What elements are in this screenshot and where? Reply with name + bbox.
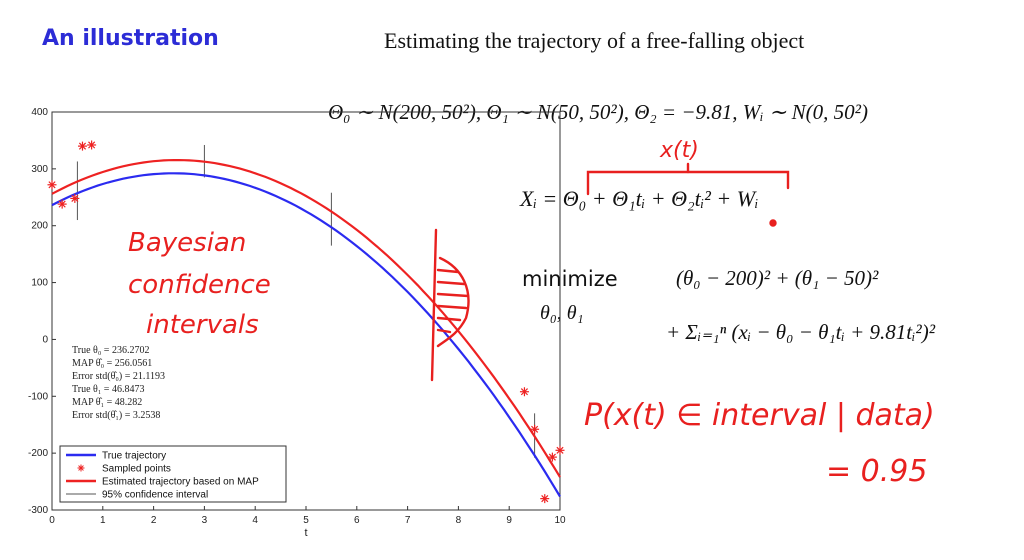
slide-title: Estimating the trajectory of a free-fall… — [384, 28, 805, 53]
intervals-word: intervals — [146, 310, 259, 340]
x-tick-label: 8 — [456, 515, 462, 526]
sampled-point — [47, 180, 57, 190]
x-axis-label: t — [304, 527, 307, 539]
x-tick-label: 2 — [151, 515, 157, 526]
dot-annotation — [769, 219, 777, 227]
equals-annotation: = 0.95 — [826, 454, 928, 489]
objective-line-1: (θ₀ − 200)² + (θ₁ − 50)² — [676, 266, 879, 290]
x-tick-label: 4 — [252, 515, 258, 526]
x-tick-label: 6 — [354, 515, 360, 526]
y-tick-label: 200 — [31, 221, 48, 232]
distribution-sketch — [430, 228, 470, 382]
stat-line: True θ₀ = 236.2702 — [72, 345, 149, 356]
sampled-point — [555, 445, 565, 455]
x-tick-label: 5 — [303, 515, 309, 526]
y-tick-label: -200 — [28, 448, 48, 459]
legend-label: True trajectory — [102, 451, 166, 462]
x-tick-label: 9 — [506, 515, 512, 526]
map-trajectory-line — [51, 159, 561, 478]
sampled-point — [70, 193, 80, 203]
legend-box — [59, 445, 287, 503]
bayesian-word: Bayesian — [128, 228, 247, 258]
y-tick-label: -300 — [28, 505, 48, 516]
stat-line: MAP θ̂₁ = 48.282 — [72, 397, 142, 408]
y-tick-label: 100 — [31, 278, 48, 289]
legend-label: 95% confidence interval — [102, 490, 208, 501]
x-tick-label: 3 — [202, 515, 208, 526]
minimize-word: minimize — [522, 267, 618, 291]
probability-annotation: P(x(t) ∈ interval | data) — [584, 398, 935, 433]
x-tick-label: 10 — [554, 515, 566, 526]
true-trajectory-line — [51, 172, 561, 498]
x-tick-label: 0 — [49, 515, 55, 526]
sampled-point — [77, 141, 87, 151]
y-tick-label: 0 — [42, 334, 48, 345]
sampled-point — [547, 452, 557, 462]
legend-label: Estimated trajectory based on MAP — [102, 477, 259, 488]
sampled-point — [530, 424, 540, 434]
sampled-point — [540, 494, 550, 504]
legend-swatch — [77, 464, 85, 472]
x-tick-label: 7 — [405, 515, 411, 526]
minimize-variables: θ₀, θ₁ — [540, 302, 584, 324]
confidence-word: confidence — [128, 270, 271, 300]
xt-annotation: x(t) — [660, 138, 699, 163]
stat-line: Error std(θ̂₁) = 3.2538 — [72, 410, 160, 421]
sampled-point — [519, 387, 529, 397]
objective-line-2: + Σᵢ₌₁ⁿ (xᵢ − θ₀ − θ₁tᵢ + 9.81tᵢ²)² — [666, 320, 936, 344]
slide-heading: An illustration — [42, 26, 219, 51]
y-tick-label: 300 — [31, 164, 48, 175]
sampled-point — [87, 140, 97, 150]
sampled-point — [57, 199, 67, 209]
x-tick-label: 1 — [100, 515, 106, 526]
stat-line: MAP θ̂₀ = 256.0561 — [72, 358, 152, 369]
y-tick-label: 400 — [31, 107, 48, 118]
y-tick-label: -100 — [28, 391, 48, 402]
stat-line: True θ₁ = 46.8473 — [72, 384, 144, 395]
legend-label: Sampled points — [102, 464, 171, 475]
stat-line: Error std(θ̂₀) = 21.1193 — [72, 371, 165, 382]
brace-annotation — [586, 170, 790, 196]
